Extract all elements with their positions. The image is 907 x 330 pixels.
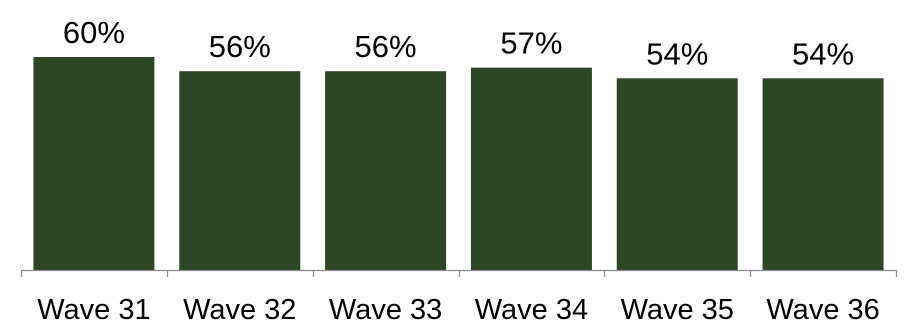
bar-wave-32 bbox=[179, 71, 301, 270]
data-label: 54% bbox=[646, 36, 708, 71]
data-label: 57% bbox=[500, 26, 562, 61]
x-tick-label: Wave 36 bbox=[766, 294, 879, 325]
bars-group bbox=[33, 57, 884, 271]
x-tick-labels-group: Wave 31 Wave 32 Wave 33 Wave 34 Wave 35 Wave … bbox=[37, 294, 880, 326]
data-label: 60% bbox=[63, 15, 125, 50]
x-tick-label: Wave 31 bbox=[37, 294, 150, 325]
x-tick-label: Wave 32 bbox=[183, 294, 296, 325]
bar-wave-36 bbox=[762, 78, 884, 270]
data-label: 56% bbox=[355, 29, 417, 64]
x-tick-label: Wave 35 bbox=[621, 294, 734, 325]
data-label: 56% bbox=[209, 29, 271, 64]
bar-wave-33 bbox=[325, 71, 447, 270]
x-tick-label: Wave 34 bbox=[475, 294, 588, 325]
x-axis bbox=[20, 269, 898, 277]
bar-wave-35 bbox=[616, 78, 738, 270]
bar-wave-31 bbox=[33, 57, 155, 270]
x-tick-label: Wave 33 bbox=[329, 294, 442, 325]
bar-wave-34 bbox=[470, 67, 592, 271]
data-labels-group: 60% 56% 56% 57% 54% 54% bbox=[63, 15, 854, 71]
data-label: 54% bbox=[792, 36, 854, 71]
